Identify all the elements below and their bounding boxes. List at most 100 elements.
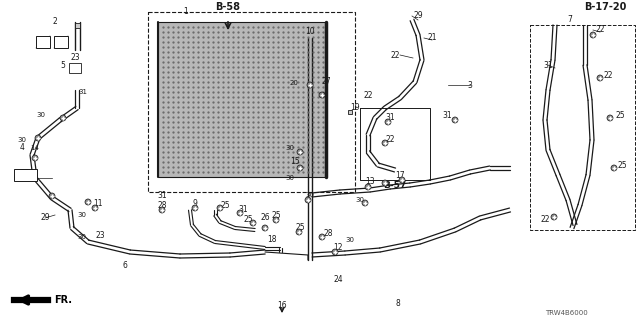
Text: B-57: B-57: [383, 180, 406, 189]
Text: 30: 30: [346, 237, 355, 243]
Circle shape: [32, 155, 38, 161]
Text: 3: 3: [468, 81, 472, 90]
Circle shape: [85, 199, 91, 205]
Text: 21: 21: [428, 34, 436, 43]
Text: 30: 30: [319, 92, 328, 98]
Circle shape: [192, 205, 198, 211]
Text: 23: 23: [20, 170, 30, 179]
Text: 26: 26: [260, 213, 270, 222]
Text: 31: 31: [442, 110, 452, 119]
Circle shape: [319, 92, 325, 98]
Text: 12: 12: [333, 244, 343, 252]
Text: 25: 25: [243, 215, 253, 225]
Text: 30: 30: [305, 192, 314, 198]
Text: 31: 31: [157, 190, 167, 199]
Text: 1: 1: [184, 7, 188, 17]
Text: 22: 22: [364, 91, 373, 100]
Text: 8: 8: [396, 299, 401, 308]
Text: 28: 28: [157, 201, 167, 210]
Text: 23: 23: [70, 52, 80, 61]
Text: 30: 30: [77, 212, 86, 218]
Bar: [158, 22, 326, 177]
Circle shape: [262, 225, 268, 231]
Text: 27: 27: [321, 77, 331, 86]
Text: 29: 29: [413, 12, 423, 20]
Text: B-17-20: B-17-20: [584, 2, 626, 12]
Text: 18: 18: [268, 236, 276, 244]
Circle shape: [49, 193, 55, 199]
Text: 30: 30: [17, 137, 26, 143]
Circle shape: [237, 210, 243, 216]
Circle shape: [159, 207, 165, 213]
Text: 31: 31: [385, 114, 395, 123]
Text: 25: 25: [295, 223, 305, 233]
Text: 23: 23: [95, 230, 105, 239]
Text: 25: 25: [615, 110, 625, 119]
Text: 28: 28: [323, 228, 333, 237]
Circle shape: [590, 32, 596, 38]
Text: 25: 25: [220, 201, 230, 210]
Circle shape: [399, 177, 405, 183]
Text: 14: 14: [31, 145, 40, 151]
Text: 2: 2: [52, 18, 58, 27]
Text: 31: 31: [79, 89, 88, 95]
Text: 30: 30: [355, 197, 365, 203]
Bar: [74, 22, 79, 28]
Circle shape: [297, 165, 303, 171]
Circle shape: [385, 119, 391, 125]
Text: 10: 10: [305, 28, 315, 36]
Text: 30: 30: [77, 234, 86, 240]
Bar: [36, 36, 50, 48]
Circle shape: [382, 180, 388, 186]
Text: B-58: B-58: [216, 2, 241, 12]
Circle shape: [607, 115, 613, 121]
Circle shape: [305, 197, 311, 203]
Text: 6: 6: [123, 260, 127, 269]
Bar: [54, 36, 68, 48]
Text: 22: 22: [540, 215, 550, 225]
Circle shape: [273, 217, 279, 223]
Text: 20: 20: [289, 80, 298, 86]
Circle shape: [250, 220, 256, 226]
Text: 31: 31: [543, 60, 553, 69]
Text: 4: 4: [20, 143, 24, 153]
Circle shape: [92, 205, 98, 211]
Text: 25: 25: [617, 161, 627, 170]
Text: 24: 24: [333, 276, 343, 284]
Bar: [348, 110, 352, 114]
Circle shape: [332, 249, 338, 255]
Circle shape: [35, 135, 41, 141]
Bar: [69, 63, 81, 73]
Text: 9: 9: [193, 199, 197, 209]
Circle shape: [319, 234, 325, 240]
Circle shape: [60, 115, 66, 121]
Text: FR.: FR.: [54, 295, 72, 305]
Text: 22: 22: [385, 135, 395, 145]
Circle shape: [307, 82, 313, 88]
Text: TRW4B6000: TRW4B6000: [545, 310, 588, 316]
Text: 17: 17: [395, 171, 405, 180]
Circle shape: [362, 200, 368, 206]
Text: 16: 16: [277, 300, 287, 309]
FancyBboxPatch shape: [13, 169, 36, 180]
Circle shape: [597, 75, 603, 81]
Text: 22: 22: [595, 26, 605, 35]
Text: 31: 31: [238, 205, 248, 214]
Text: 22: 22: [390, 51, 400, 60]
Text: 7: 7: [568, 15, 572, 25]
Circle shape: [611, 165, 617, 171]
Text: 30: 30: [285, 145, 294, 151]
Circle shape: [365, 184, 371, 190]
Circle shape: [296, 229, 302, 235]
Text: 19: 19: [350, 103, 360, 113]
Text: 15: 15: [290, 157, 300, 166]
Text: 11: 11: [93, 199, 102, 209]
Circle shape: [217, 205, 223, 211]
Circle shape: [297, 149, 303, 155]
Text: 30: 30: [285, 175, 294, 181]
Circle shape: [551, 214, 557, 220]
Text: 22: 22: [604, 70, 612, 79]
Text: 29: 29: [40, 213, 50, 222]
Circle shape: [382, 140, 388, 146]
Circle shape: [452, 117, 458, 123]
